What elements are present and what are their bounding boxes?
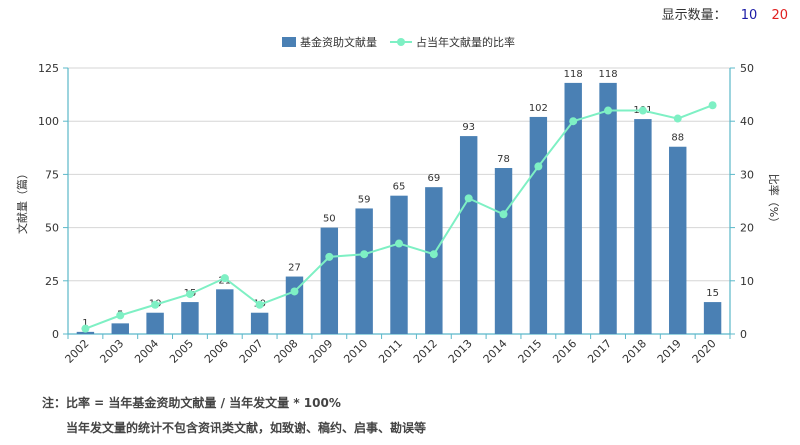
ratio-point bbox=[185, 290, 194, 299]
bar bbox=[390, 195, 408, 334]
bar-value-label: 65 bbox=[393, 182, 406, 193]
bar-value-label: 88 bbox=[671, 133, 684, 144]
y2-tick-label: 20 bbox=[740, 222, 754, 235]
ratio-point bbox=[290, 287, 299, 296]
x-tick-label: 2009 bbox=[306, 337, 335, 366]
bar bbox=[564, 82, 582, 335]
footnote-ratio: 注：比率 = 当年基金资助文献量 / 当年发文量 * 100% bbox=[42, 396, 341, 410]
bar-value-label: 102 bbox=[529, 103, 548, 114]
ratio-point bbox=[81, 324, 90, 333]
y2-tick-label: 30 bbox=[740, 168, 754, 181]
legend-bar-swatch bbox=[282, 37, 296, 47]
bar-value-label: 50 bbox=[323, 214, 336, 225]
x-tick-label: 2018 bbox=[620, 337, 649, 366]
ratio-point bbox=[708, 101, 717, 110]
bar bbox=[146, 312, 164, 334]
bar bbox=[355, 208, 373, 334]
bar-value-label: 27 bbox=[288, 263, 301, 274]
footnote-exclusion: 当年发文量的统计不包含资讯类文献，如致谢、稿约、启事、勘误等 bbox=[66, 421, 427, 435]
x-tick-label: 2020 bbox=[690, 337, 719, 366]
y2-tick-label: 0 bbox=[740, 328, 747, 341]
x-tick-label: 2004 bbox=[132, 337, 161, 366]
bar-value-label: 59 bbox=[358, 194, 371, 205]
display-count-label: 显示数量： bbox=[661, 8, 727, 23]
bar bbox=[250, 312, 269, 334]
bar bbox=[599, 82, 617, 335]
x-tick-label: 2003 bbox=[97, 337, 126, 366]
bar bbox=[111, 323, 129, 334]
display-count-option-10[interactable]: 10 bbox=[740, 8, 758, 23]
bar bbox=[285, 276, 304, 334]
y2-tick-label: 40 bbox=[740, 115, 754, 128]
ratio-point bbox=[255, 300, 264, 309]
ratio-point bbox=[151, 300, 160, 309]
bar bbox=[459, 136, 478, 334]
ratio-point bbox=[116, 311, 125, 320]
x-tick-label: 2008 bbox=[272, 337, 301, 366]
x-tick-label: 2015 bbox=[515, 337, 544, 366]
x-tick-label: 2016 bbox=[550, 337, 579, 366]
ratio-point bbox=[604, 106, 613, 115]
bar bbox=[703, 302, 722, 334]
ratio-point bbox=[673, 114, 682, 123]
bar bbox=[634, 119, 652, 335]
y-axis-title: 文献量（篇） bbox=[15, 168, 29, 234]
y-tick-label: 100 bbox=[38, 115, 59, 128]
ratio-point bbox=[395, 239, 403, 248]
ratio-point bbox=[638, 106, 647, 115]
y2-tick-label: 50 bbox=[740, 62, 754, 75]
x-tick-label: 2010 bbox=[341, 337, 370, 366]
ratio-point bbox=[220, 274, 229, 283]
y-tick-label: 25 bbox=[45, 275, 59, 288]
bar-value-label: 118 bbox=[599, 69, 618, 80]
legend-line-label: 占当年文献量的比率 bbox=[416, 35, 515, 49]
x-tick-label: 2011 bbox=[376, 337, 405, 366]
ratio-point bbox=[569, 117, 578, 126]
y-tick-label: 0 bbox=[52, 328, 59, 341]
x-tick-label: 2002 bbox=[63, 337, 92, 366]
bar bbox=[669, 146, 687, 334]
x-tick-label: 2019 bbox=[655, 337, 684, 366]
x-tick-label: 2013 bbox=[446, 337, 475, 366]
bar bbox=[216, 289, 234, 334]
y-tick-label: 125 bbox=[38, 62, 59, 75]
x-tick-label: 2014 bbox=[481, 337, 510, 366]
x-tick-label: 2007 bbox=[237, 337, 266, 366]
bar bbox=[494, 168, 513, 334]
bar-value-label: 78 bbox=[497, 154, 510, 165]
display-count-bar: 显示数量： 10 20 bbox=[662, 4, 788, 23]
bar-value-label: 69 bbox=[427, 173, 440, 184]
x-tick-label: 2006 bbox=[202, 337, 231, 366]
ratio-point bbox=[360, 250, 369, 259]
bar-value-label: 1 bbox=[82, 318, 88, 329]
bar bbox=[320, 227, 339, 334]
bar bbox=[76, 331, 95, 334]
display-count-option-20[interactable]: 20 bbox=[771, 8, 788, 23]
ratio-point bbox=[429, 250, 438, 259]
y2-tick-label: 10 bbox=[740, 275, 754, 288]
legend-bar-label: 基金资助文献量 bbox=[300, 35, 377, 49]
ratio-point bbox=[325, 252, 334, 261]
ratio-point bbox=[499, 210, 508, 219]
ratio-point bbox=[464, 194, 473, 203]
x-tick-label: 2017 bbox=[585, 337, 614, 366]
bar-value-label: 118 bbox=[564, 69, 583, 80]
y-tick-label: 75 bbox=[45, 168, 59, 181]
ratio-point bbox=[534, 162, 543, 171]
bar bbox=[181, 302, 199, 334]
bar bbox=[529, 116, 548, 334]
bar-value-label: 93 bbox=[462, 122, 475, 133]
y-tick-label: 50 bbox=[45, 222, 59, 235]
bar bbox=[425, 187, 443, 334]
bar-value-label: 15 bbox=[706, 288, 719, 299]
legend-line-marker bbox=[397, 38, 405, 46]
x-tick-label: 2012 bbox=[411, 337, 440, 366]
x-tick-label: 2005 bbox=[167, 337, 196, 366]
y2-axis-title: 比率（%） bbox=[767, 174, 781, 228]
